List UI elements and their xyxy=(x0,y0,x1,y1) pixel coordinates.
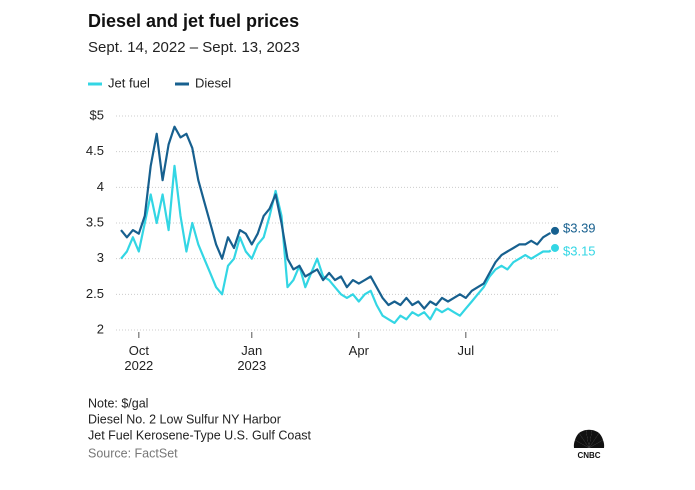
x-tick-label: Apr xyxy=(348,343,369,358)
value-label: $3.15 xyxy=(563,243,596,258)
source: Source: FactSet xyxy=(88,446,178,460)
x-tick-label: Jul xyxy=(457,343,475,358)
chart-subtitle: Sept. 14, 2022 – Sept. 13, 2023 xyxy=(88,39,300,56)
y-tick-label: $5 xyxy=(90,107,104,122)
line xyxy=(120,164,556,324)
y-tick-label: 4.5 xyxy=(86,143,104,158)
note: Note: $/gal xyxy=(88,396,148,410)
y-tick-label: 2.5 xyxy=(86,286,104,301)
end-marker xyxy=(550,225,560,236)
chart-title: Diesel and jet fuel prices xyxy=(88,11,299,31)
legend-label: Jet fuel xyxy=(108,75,150,90)
note: Jet Fuel Kerosene-Type U.S. Gulf Coast xyxy=(88,428,312,442)
logo-icon xyxy=(573,429,605,448)
y-tick-label: 3.5 xyxy=(86,214,104,229)
line xyxy=(120,125,556,310)
y-tick-label: 2 xyxy=(97,321,104,336)
y-tick-label: 4 xyxy=(97,179,104,194)
end-marker xyxy=(550,242,560,253)
value-label: $3.39 xyxy=(563,220,596,235)
x-tick-label: Jan 2023 xyxy=(237,343,267,373)
note: Diesel No. 2 Low Sulfur NY Harbor xyxy=(88,412,281,426)
y-tick-label: 3 xyxy=(97,250,104,265)
x-tick-label: Oct 2022 xyxy=(124,343,154,373)
legend-label: Diesel xyxy=(195,75,231,90)
logo-text: CNBC xyxy=(577,451,600,460)
